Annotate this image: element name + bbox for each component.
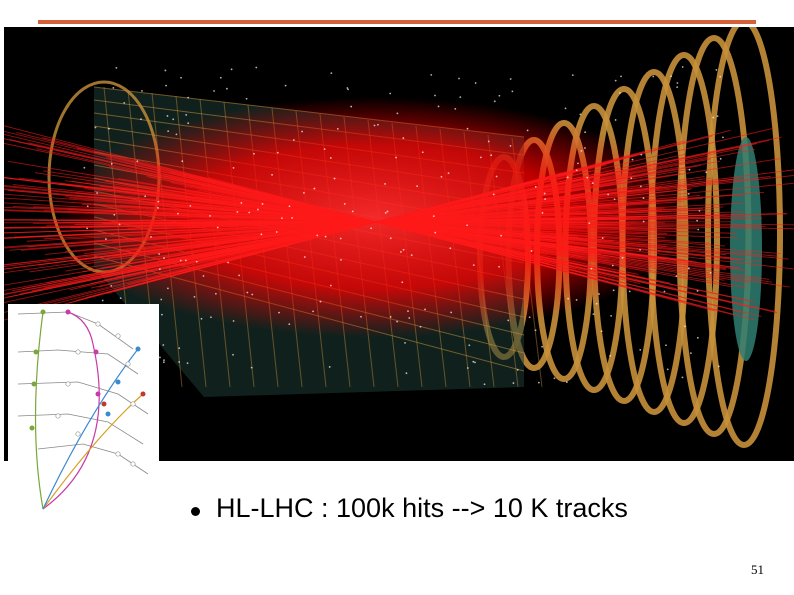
track-finding-diagram [8, 304, 159, 514]
title-rule [38, 20, 756, 24]
detector-event-display [4, 27, 794, 461]
page-number: 51 [751, 562, 764, 577]
bullet-marker [191, 507, 200, 516]
hit-points [83, 66, 724, 386]
bullet-text: HL-LHC : 100k hits --> 10 K tracks [216, 493, 628, 523]
particle-tracks [4, 97, 794, 337]
